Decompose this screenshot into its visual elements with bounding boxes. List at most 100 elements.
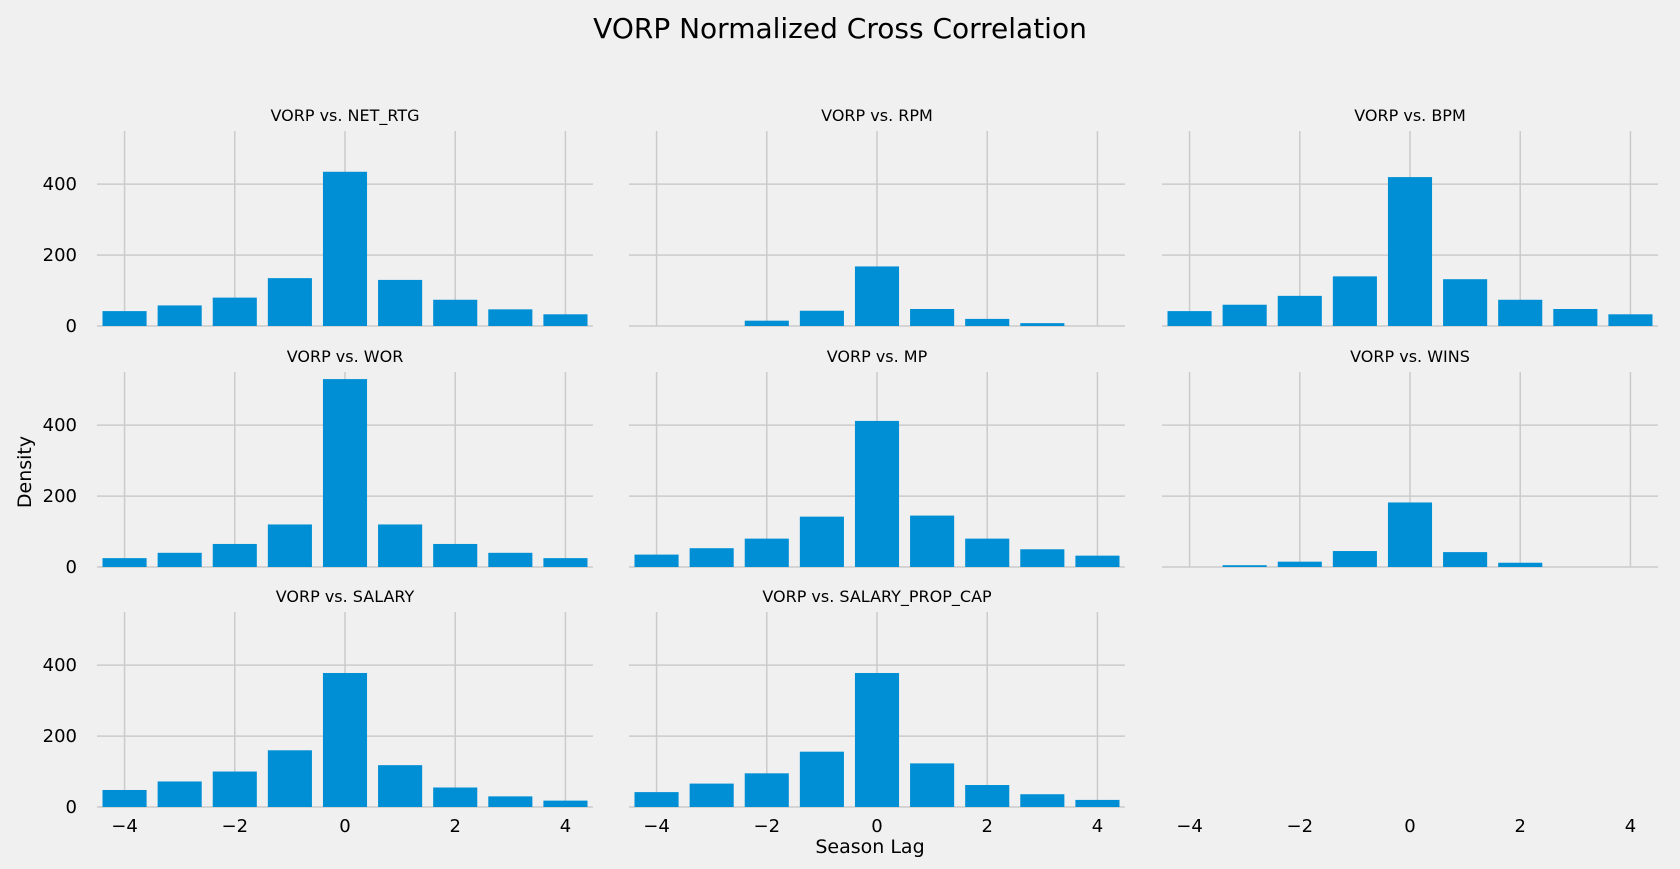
x-tick-label: −2 [222,816,249,837]
bar [1443,552,1488,567]
bar [157,781,202,807]
bar [1332,551,1377,567]
bar [910,515,955,567]
bar [1553,308,1598,326]
bar [854,420,900,567]
subplot-title: VORP vs. SALARY_PROP_CAP [762,587,992,607]
subplot-8: VORP vs. SALARY_PROP_CAP −4 −2 0 2 4 [629,587,1125,837]
subplot-title: VORP vs. BPM [1354,106,1466,125]
bar [689,548,734,567]
bar [543,800,588,807]
bar [378,279,423,326]
bar [322,171,368,326]
bar [1075,799,1120,807]
bar [1020,794,1065,807]
bar [267,278,312,326]
bar [1277,561,1322,567]
y-tick-label: 200 [43,726,77,747]
bar [1277,295,1322,326]
y-tick-label: 200 [43,486,77,507]
bar [1498,562,1543,567]
bar [543,558,588,567]
bar [799,310,844,326]
x-tick-label: 0 [871,816,882,837]
bar [854,266,900,326]
bar [1387,177,1433,326]
bar [910,308,955,326]
bar [1608,314,1653,326]
bar [965,538,1010,567]
bar [378,765,423,807]
bar [157,305,202,326]
y-tick-label: 400 [43,174,77,195]
bar [744,538,789,567]
bar [212,297,257,326]
bar [1075,555,1120,567]
x-tick-label: 4 [560,816,571,837]
bar [102,311,147,326]
bar [433,299,478,326]
y-tick-label: 0 [66,557,77,578]
bar [322,379,368,567]
subplot-title: VORP vs. WOR [287,347,404,366]
bar [1443,279,1488,326]
bar [433,787,478,807]
subplot-6: VORP vs. WINS [1162,347,1658,568]
bar [488,552,533,567]
bar [488,796,533,807]
bar [1498,299,1543,326]
x-tick-label: 4 [1092,816,1103,837]
subplot-5: VORP vs. MP [629,347,1125,568]
subplot-title: VORP vs. MP [827,347,928,366]
x-tick-label: 0 [1404,816,1415,837]
bar [910,763,955,807]
bar [102,558,147,567]
bar [433,543,478,567]
bar [378,524,423,567]
bar [267,750,312,807]
subplot-title: VORP vs. WINS [1350,347,1470,366]
bar [1332,276,1377,326]
bar [543,314,588,326]
subplot-9: −4 −2 0 2 4 [1176,816,1636,837]
bar [1222,565,1267,567]
x-tick-label: 2 [981,816,992,837]
subplot-3: VORP vs. BPM [1162,106,1658,327]
bar [634,792,679,807]
bar [634,554,679,567]
bar [1020,549,1065,567]
bar [1222,304,1267,326]
bar [744,320,789,326]
bar [1167,311,1212,326]
x-tick-label: 4 [1625,816,1636,837]
bar [965,785,1010,807]
bar [157,552,202,567]
bar [799,516,844,567]
subplot-7: VORP vs. SALARY 0 200 400 −4 −2 0 2 4 [43,587,593,837]
subplot-2: VORP vs. RPM [629,106,1125,327]
bar [1387,502,1433,567]
x-tick-label: 2 [1514,816,1525,837]
bar [212,771,257,807]
x-tick-label: −2 [1287,816,1314,837]
bar [488,309,533,326]
subplot-4: VORP vs. WOR 0 200 400 [43,347,593,578]
y-tick-label: 0 [66,316,77,337]
bar [212,543,257,567]
bar [689,783,734,807]
y-tick-label: 400 [43,415,77,436]
x-tick-label: −4 [111,816,138,837]
bar [965,318,1010,326]
x-axis-label: Season Lag [815,836,924,858]
bar [1020,323,1065,326]
bar [102,789,147,807]
bar [854,672,900,807]
bar [799,751,844,807]
subplot-title: VORP vs. NET_RTG [270,106,419,126]
x-tick-label: −2 [754,816,781,837]
y-tick-label: 200 [43,245,77,266]
figure-title: VORP Normalized Cross Correlation [593,12,1087,45]
